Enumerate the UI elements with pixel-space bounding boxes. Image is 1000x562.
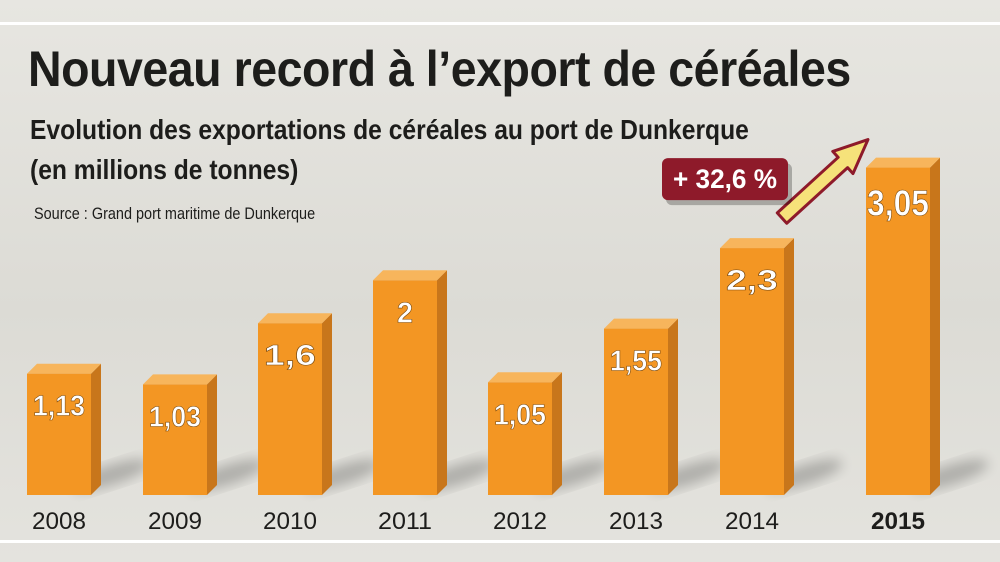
value-label-2013: 1,55 [610,346,662,378]
bar-top-2009 [143,374,217,385]
x-tick-label-2012: 2012 [493,508,547,535]
bar-side-2008 [91,363,101,495]
bar-top-2010 [258,313,332,324]
annotation-label: + 32,6 % [673,164,777,194]
bottom-rule [0,540,1000,543]
bar-2015 [866,167,930,495]
growth-arrow-shape [775,138,870,225]
bar-side-2011 [437,270,447,495]
chart-title: Nouveau record à l’export de céréales [28,41,851,97]
x-tick-label-2015: 2015 [871,508,925,535]
bar-2010 [258,323,322,495]
x-tick-label-2013: 2013 [609,508,663,535]
bar-top-2008 [27,363,101,374]
bar-2009 [143,384,207,495]
x-tick-label-2011: 2011 [378,508,432,535]
bar-2008 [27,373,91,495]
value-label-2012: 1,05 [494,399,546,431]
value-label-2009: 1,03 [149,401,201,433]
bar-side-2012 [552,372,562,495]
bar-top-2015 [866,157,940,168]
bar-side-2015 [930,157,940,495]
x-tick-label-2014: 2014 [725,508,779,535]
bar-2012 [488,382,552,495]
bar-top-2011 [373,270,447,281]
bar-side-2009 [207,374,217,495]
chart-subtitle: Evolution des exportations de céréales a… [30,114,749,185]
value-label-2011: 2 [397,297,413,329]
chart-source: Source : Grand port maritime de Dunkerqu… [34,204,316,223]
bar-side-2010 [322,313,332,495]
x-tick-label-2009: 2009 [148,508,202,535]
bar-top-2013 [604,318,678,329]
annotation-box [662,158,788,201]
x-tick-label-2008: 2008 [32,508,86,535]
bar-top-2012 [488,372,562,383]
bar-2011 [373,280,437,495]
top-rule [0,22,1000,25]
bar-2013 [604,328,668,495]
bar-top-2014 [720,238,794,249]
growth-arrow [775,138,870,225]
bar-2014 [720,248,784,495]
value-label-2010: 1,6 [264,340,316,372]
value-label-2014: 2,3 [726,265,778,297]
bar-side-2013 [668,318,678,495]
x-tick-label-2010: 2010 [263,508,317,535]
bar-side-2014 [784,238,794,495]
value-label-2008: 1,13 [33,391,85,423]
value-label-2015: 3,05 [867,183,929,224]
